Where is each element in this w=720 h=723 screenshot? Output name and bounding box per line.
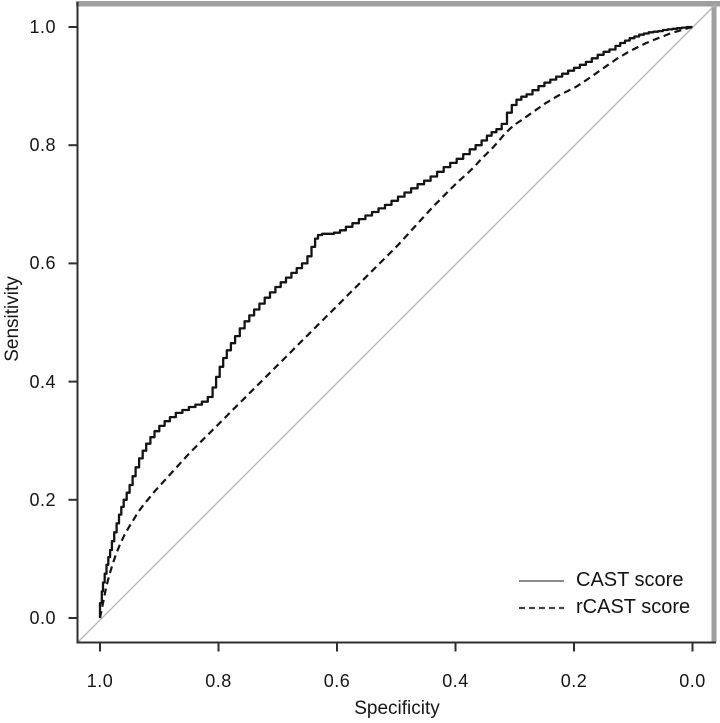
legend-label-cast: CAST score [576,569,684,591]
y-tick-label-0-4: 0.4 [29,371,56,392]
legend-entry-cast: CAST score [518,567,690,594]
y-tick-label-0-0: 0.0 [29,608,56,628]
x-tick-label-0-6: 0.6 [323,671,351,691]
x-tick-label-0-8: 0.8 [205,671,232,691]
x-axis-title: Specificity [354,698,440,719]
legend: CAST score rCAST score [518,567,690,621]
x-tick-label-0-2: 0.2 [560,671,588,691]
y-tick-label-0-8: 0.8 [29,135,56,156]
y-tick-label-1-0: 1.0 [29,17,56,37]
x-tick-label-0-0: 0.0 [679,671,706,691]
x-tick-label-0-4: 0.4 [442,671,469,691]
x-tick-label-1-0: 1.0 [86,671,114,691]
y-tick-label-0-6: 0.6 [29,253,56,274]
legend-label-rcast: rCAST score [576,596,691,618]
y-tick-label-0-2: 0.2 [29,489,56,510]
legend-solid-line-sample [519,579,564,582]
legend-dashed-line-sample [519,606,564,609]
legend-entry-rcast: rCAST score [518,594,690,621]
